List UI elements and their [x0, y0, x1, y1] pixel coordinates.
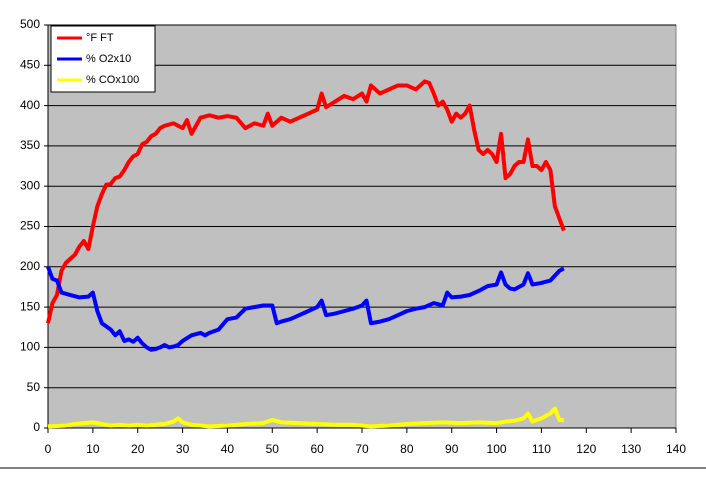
x-tick-label: 130 — [621, 442, 641, 456]
y-tick-label: 350 — [20, 138, 40, 152]
series-line — [46, 79, 566, 324]
y-tick-label: 200 — [20, 259, 40, 273]
x-tick-label: 0 — [45, 442, 52, 456]
x-tick-label: 30 — [176, 442, 190, 456]
x-tick-label: 60 — [310, 442, 324, 456]
x-tick-label: 140 — [666, 442, 686, 456]
x-tick-label: 40 — [221, 442, 235, 456]
series-line — [47, 406, 564, 429]
y-tick-label: 400 — [20, 98, 40, 112]
y-tick-label: 50 — [27, 380, 41, 394]
x-tick-label: 70 — [355, 442, 369, 456]
x-tick-label: 10 — [86, 442, 100, 456]
series-line — [46, 266, 565, 352]
x-tick-label: 90 — [445, 442, 459, 456]
y-tick-label: 150 — [20, 299, 40, 313]
legend: °F FT % O2x10 % COx100 — [50, 25, 156, 93]
x-tick-label: 50 — [266, 442, 280, 456]
y-tick-label: 100 — [20, 340, 40, 354]
x-tick-label: 120 — [576, 442, 596, 456]
x-tick-label: 100 — [487, 442, 507, 456]
legend-label: % COx100 — [86, 74, 139, 86]
x-tick-label: 110 — [532, 442, 551, 456]
legend-label: °F FT — [86, 32, 114, 44]
y-tick-label: 0 — [33, 420, 40, 434]
x-tick-label: 20 — [131, 442, 145, 456]
legend-label: % O2x10 — [86, 53, 131, 65]
y-tick-label: 450 — [20, 57, 40, 71]
y-tick-label: 300 — [20, 178, 40, 192]
x-tick-label: 80 — [400, 442, 414, 456]
y-tick-label: 500 — [20, 17, 40, 31]
y-tick-label: 250 — [20, 219, 40, 233]
